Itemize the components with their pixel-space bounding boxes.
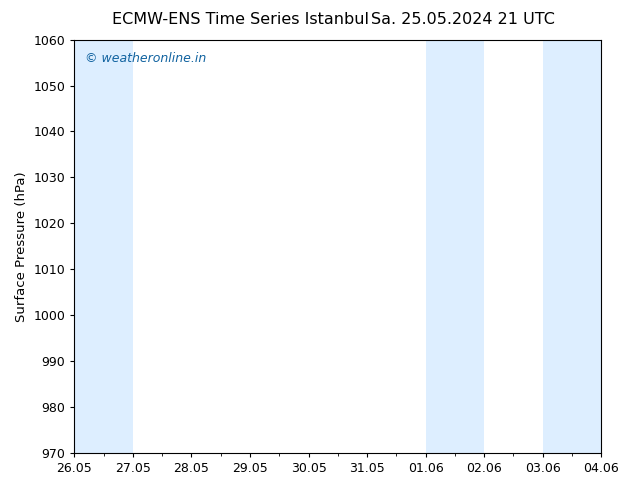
Bar bbox=[425, 40, 484, 453]
Text: Sa. 25.05.2024 21 UTC: Sa. 25.05.2024 21 UTC bbox=[371, 12, 555, 27]
Y-axis label: Surface Pressure (hPa): Surface Pressure (hPa) bbox=[15, 171, 28, 321]
Bar bbox=[543, 40, 601, 453]
Text: © weatheronline.in: © weatheronline.in bbox=[85, 52, 206, 65]
Bar bbox=[74, 40, 133, 453]
Text: ECMW-ENS Time Series Istanbul: ECMW-ENS Time Series Istanbul bbox=[112, 12, 370, 27]
